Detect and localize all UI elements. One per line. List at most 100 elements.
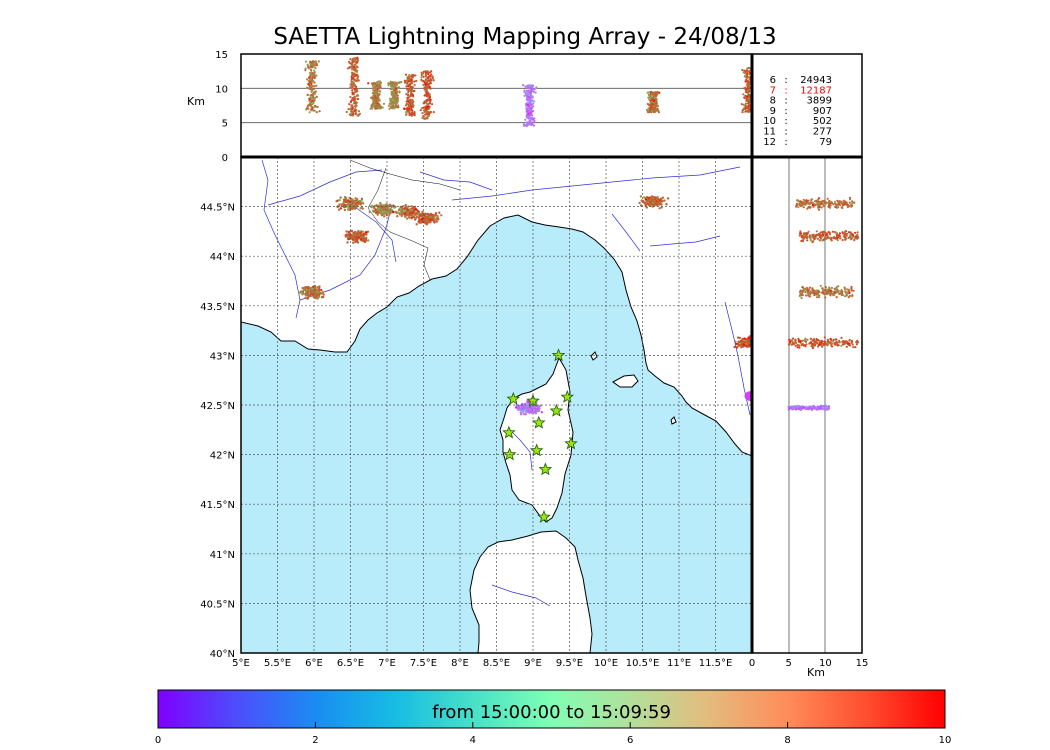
latitude-point xyxy=(805,294,808,297)
latitude-point xyxy=(828,206,832,209)
altitude-point xyxy=(410,100,413,103)
histogram-count: 24943 xyxy=(800,75,832,86)
latitude-point xyxy=(851,343,854,346)
altitude-point xyxy=(646,109,649,112)
map-point xyxy=(299,290,303,293)
altitude-point xyxy=(432,79,435,82)
histogram-count: 502 xyxy=(813,116,832,127)
map-point xyxy=(318,291,321,294)
station-star-icon xyxy=(529,443,544,457)
latitude-point xyxy=(805,407,808,410)
latitude-point xyxy=(793,341,796,344)
altitude-point xyxy=(429,99,432,102)
map-point xyxy=(440,214,443,217)
lon-tick-label: 11°E xyxy=(667,658,691,669)
latitude-point xyxy=(800,239,803,242)
altitude-point xyxy=(352,72,355,75)
map-point xyxy=(666,197,670,200)
map-point xyxy=(658,201,661,204)
histogram-altitude: 9 xyxy=(770,106,776,117)
histogram-separator: : xyxy=(784,106,787,117)
map-point xyxy=(410,208,414,212)
latitude-point xyxy=(790,343,793,346)
map-point xyxy=(658,198,661,202)
latitude-point xyxy=(832,338,835,341)
altitude-point xyxy=(530,113,533,116)
latitude-point xyxy=(831,202,834,205)
map-point xyxy=(387,207,390,210)
altitude-x-tick-label: 15 xyxy=(856,658,869,669)
map-point xyxy=(361,207,364,210)
altitude-point xyxy=(523,89,526,92)
map-point xyxy=(733,345,736,349)
map-point xyxy=(438,211,441,214)
latitude-point xyxy=(845,202,848,205)
map-point xyxy=(385,214,389,217)
altitude-point xyxy=(651,98,654,101)
latitude-point xyxy=(826,290,830,294)
altitude-point xyxy=(529,120,532,123)
altitude-point xyxy=(648,98,651,101)
altitude-point xyxy=(405,102,408,105)
latitude-point xyxy=(814,200,817,203)
map-point xyxy=(311,288,314,291)
altitude-point xyxy=(312,72,315,75)
map-point xyxy=(359,203,362,206)
map-point xyxy=(403,212,407,215)
altitude-point xyxy=(531,121,534,124)
latitude-point xyxy=(828,233,832,236)
sardinia-land xyxy=(469,530,593,653)
altitude-point xyxy=(426,105,429,108)
map-point xyxy=(638,201,641,205)
altitude-point xyxy=(377,84,380,87)
altitude-point xyxy=(371,83,374,86)
latitude-point xyxy=(811,201,814,204)
map-point xyxy=(355,237,359,240)
latitude-point xyxy=(807,230,810,233)
latitude-point xyxy=(809,201,813,204)
altitude-point xyxy=(357,79,360,82)
latitude-point xyxy=(816,237,820,240)
map-point xyxy=(647,196,650,200)
altitude-point xyxy=(406,82,409,85)
map-point xyxy=(350,229,354,233)
latitude-point xyxy=(794,339,797,342)
latitude-point xyxy=(817,208,821,211)
france-italy-border xyxy=(367,167,431,281)
latitude-point xyxy=(788,407,791,410)
histogram-altitude: 10 xyxy=(763,116,776,127)
station-star-icon xyxy=(502,447,517,461)
map-point xyxy=(407,205,410,208)
map-point xyxy=(663,199,666,202)
latitude-point xyxy=(802,232,806,235)
latitude-point xyxy=(795,205,798,208)
altitude-point xyxy=(310,82,313,85)
map-point xyxy=(737,344,740,347)
map-point xyxy=(737,340,740,343)
map-point xyxy=(654,199,657,202)
latitude-point xyxy=(821,290,825,293)
altitude-point xyxy=(743,87,746,90)
map-cluster-0 xyxy=(298,284,325,300)
station-star-icon xyxy=(549,403,564,417)
latitude-point xyxy=(804,291,807,294)
altitude-point xyxy=(352,112,355,115)
altitude-point xyxy=(387,104,390,107)
altitude-point xyxy=(421,116,424,119)
map-point xyxy=(307,291,310,295)
altitude-point xyxy=(747,88,750,91)
latitude-point xyxy=(802,206,805,209)
latitude-cluster-4 xyxy=(787,404,831,411)
latitude-point xyxy=(818,341,821,344)
map-point xyxy=(344,196,347,200)
altitude-point xyxy=(351,106,354,110)
latitude-point xyxy=(802,289,805,293)
altitude-point xyxy=(741,68,744,72)
latitude-point xyxy=(800,201,803,204)
altitude-point xyxy=(406,100,409,103)
altitude-point xyxy=(373,105,376,108)
rhone-river xyxy=(261,159,301,319)
map-point xyxy=(639,204,643,207)
latitude-point xyxy=(815,293,819,296)
